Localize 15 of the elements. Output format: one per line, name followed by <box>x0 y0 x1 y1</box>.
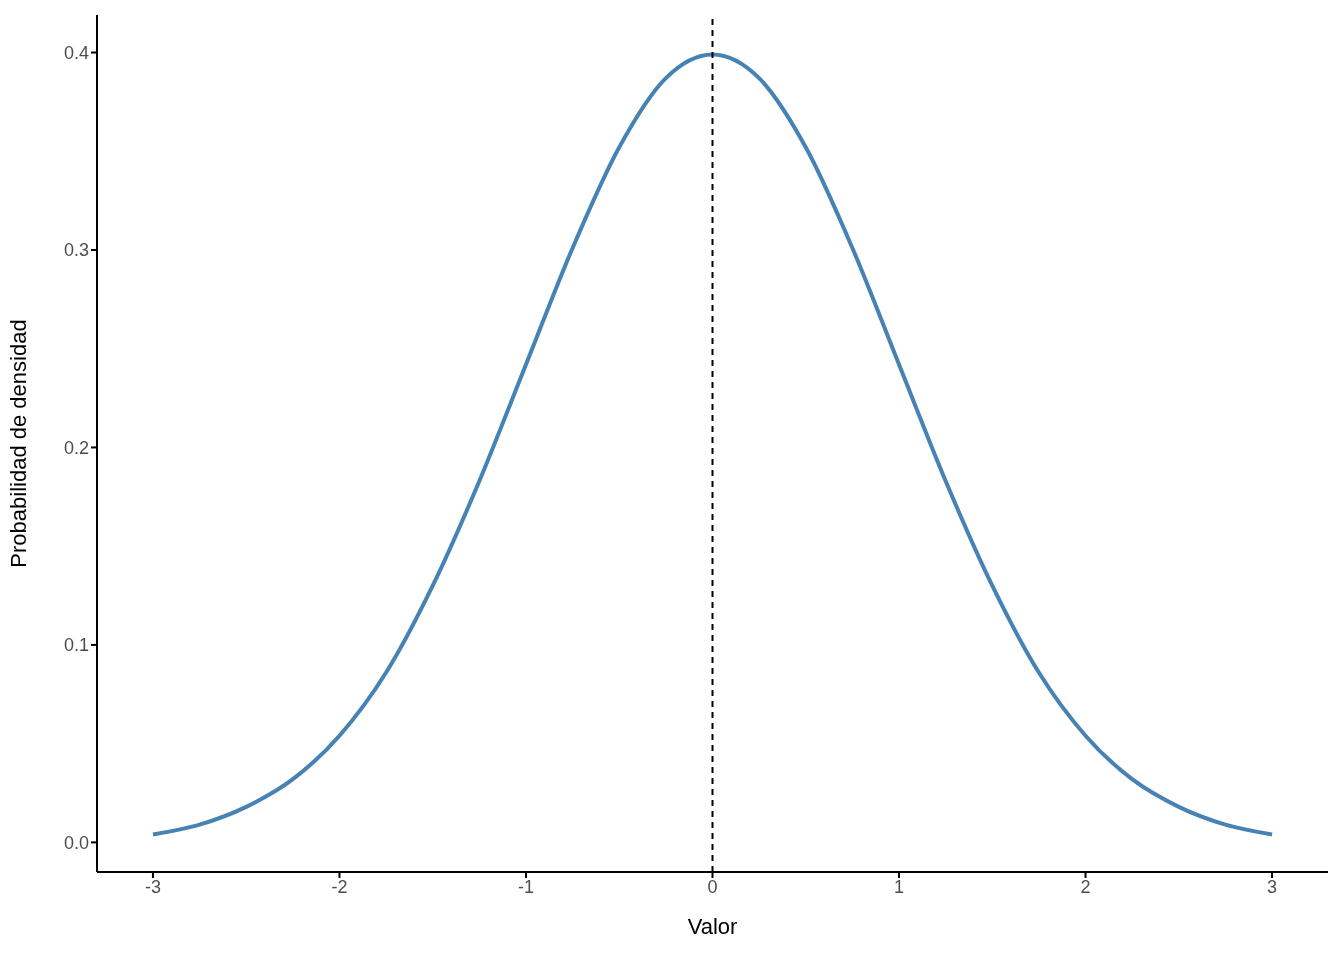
x-tick-label: -1 <box>517 876 534 897</box>
x-tick-label: -2 <box>331 876 348 897</box>
x-axis-title: Valor <box>687 914 738 939</box>
y-tick-label: 0.1 <box>63 635 89 656</box>
x-tick-label: 1 <box>894 876 905 897</box>
y-tick-label: 0.4 <box>63 42 89 63</box>
x-tick-label: 3 <box>1267 876 1278 897</box>
x-tick-label: 0 <box>707 876 718 897</box>
x-tick-label: 2 <box>1080 876 1091 897</box>
y-tick-label: 0.2 <box>63 437 89 458</box>
y-tick-label: 0.3 <box>63 240 89 261</box>
y-axis-title: Probabilidad de densidad <box>5 319 31 568</box>
line-series <box>150 52 1275 837</box>
y-tick-label: 0.0 <box>63 832 89 853</box>
x-tick-label: -3 <box>144 876 161 897</box>
